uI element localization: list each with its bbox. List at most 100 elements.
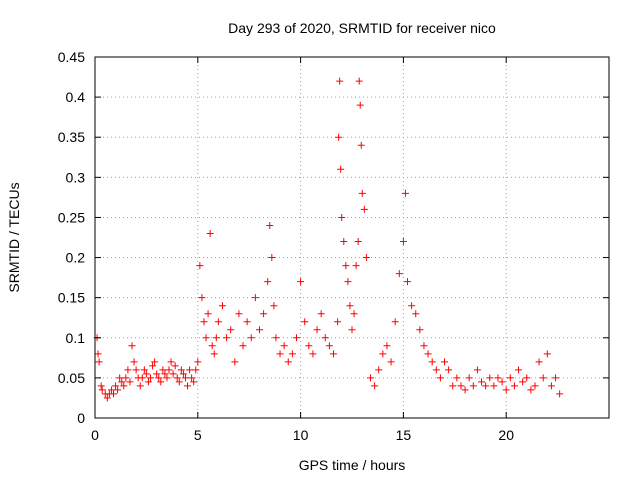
data-point xyxy=(412,310,420,318)
data-point xyxy=(188,374,196,382)
y-tick-label: 0.4 xyxy=(66,89,86,105)
data-point xyxy=(449,382,457,390)
data-point xyxy=(337,165,345,173)
data-point xyxy=(379,350,387,358)
y-tick-label: 0.25 xyxy=(58,209,85,225)
data-point xyxy=(122,374,130,382)
data-point xyxy=(118,378,126,386)
data-point xyxy=(325,342,333,350)
y-tick-label: 0.45 xyxy=(58,49,85,65)
data-point xyxy=(218,302,226,310)
data-point xyxy=(159,366,167,374)
data-point xyxy=(317,310,325,318)
data-point xyxy=(502,386,510,394)
data-point xyxy=(235,310,243,318)
data-point xyxy=(301,318,309,326)
x-tick-label: 10 xyxy=(293,427,309,443)
data-point xyxy=(531,382,539,390)
data-point xyxy=(186,366,194,374)
data-point xyxy=(329,350,337,358)
data-point xyxy=(247,334,255,342)
data-point xyxy=(478,378,486,386)
data-point xyxy=(408,302,416,310)
data-point xyxy=(132,366,140,374)
data-point xyxy=(360,205,368,213)
data-point xyxy=(375,366,383,374)
data-point xyxy=(288,350,296,358)
data-point xyxy=(103,394,111,402)
data-point xyxy=(126,378,134,386)
data-point xyxy=(280,342,288,350)
data-point xyxy=(136,382,144,390)
data-point xyxy=(130,358,138,366)
data-point xyxy=(527,386,535,394)
plot-frame xyxy=(94,56,610,419)
data-point xyxy=(358,189,366,197)
data-point xyxy=(163,374,171,382)
data-point xyxy=(167,358,175,366)
data-point xyxy=(334,318,342,326)
data-point xyxy=(138,374,146,382)
x-tick-label: 15 xyxy=(396,427,412,443)
data-point xyxy=(473,366,481,374)
data-point xyxy=(95,358,103,366)
data-point xyxy=(206,229,214,237)
data-point xyxy=(128,342,136,350)
data-point xyxy=(264,278,272,286)
y-tick-label: 0 xyxy=(77,410,85,426)
data-point xyxy=(432,366,440,374)
data-point xyxy=(204,310,212,318)
data-point xyxy=(387,358,395,366)
data-point xyxy=(173,374,181,382)
data-point xyxy=(196,262,204,270)
data-point xyxy=(208,342,216,350)
data-point xyxy=(309,350,317,358)
data-point xyxy=(181,374,189,382)
data-point xyxy=(251,294,259,302)
tick-labels: 0 0.05 0.1 0.15 0.2 0.25 0.3 0.35 0.4 0.45 0 5 10 15 2… xyxy=(58,49,514,443)
data-point xyxy=(161,370,169,378)
data-point xyxy=(494,374,502,382)
data-point xyxy=(147,374,155,382)
y-tick-label: 0.2 xyxy=(66,250,86,266)
data-point xyxy=(416,326,424,334)
data-point xyxy=(116,374,124,382)
data-point xyxy=(401,189,409,197)
data-point xyxy=(344,278,352,286)
data-point xyxy=(200,318,208,326)
data-point xyxy=(399,238,407,246)
data-point xyxy=(107,386,115,394)
data-point xyxy=(270,302,278,310)
data-point xyxy=(110,390,118,398)
data-point xyxy=(547,382,555,390)
data-point xyxy=(523,374,531,382)
data-point xyxy=(149,362,157,370)
data-point xyxy=(556,390,564,398)
x-tick-label: 20 xyxy=(498,427,514,443)
data-point xyxy=(153,370,161,378)
data-point xyxy=(255,326,263,334)
data-point xyxy=(140,366,148,374)
data-point xyxy=(284,358,292,366)
y-tick-label: 0.35 xyxy=(58,129,85,145)
data-point xyxy=(515,366,523,374)
data-point xyxy=(457,382,465,390)
grid xyxy=(95,57,609,418)
data-point xyxy=(292,334,300,342)
data-point xyxy=(179,370,187,378)
data-point xyxy=(428,358,436,366)
data-point xyxy=(395,270,403,278)
data-point xyxy=(142,370,150,378)
data-point xyxy=(177,366,185,374)
data-point xyxy=(268,254,276,262)
data-point xyxy=(490,382,498,390)
data-point xyxy=(338,213,346,221)
data-point xyxy=(461,386,469,394)
data-point xyxy=(198,294,206,302)
data-point xyxy=(424,350,432,358)
data-point xyxy=(336,77,344,85)
data-point xyxy=(506,374,514,382)
data-point xyxy=(297,278,305,286)
data-point xyxy=(356,101,364,109)
